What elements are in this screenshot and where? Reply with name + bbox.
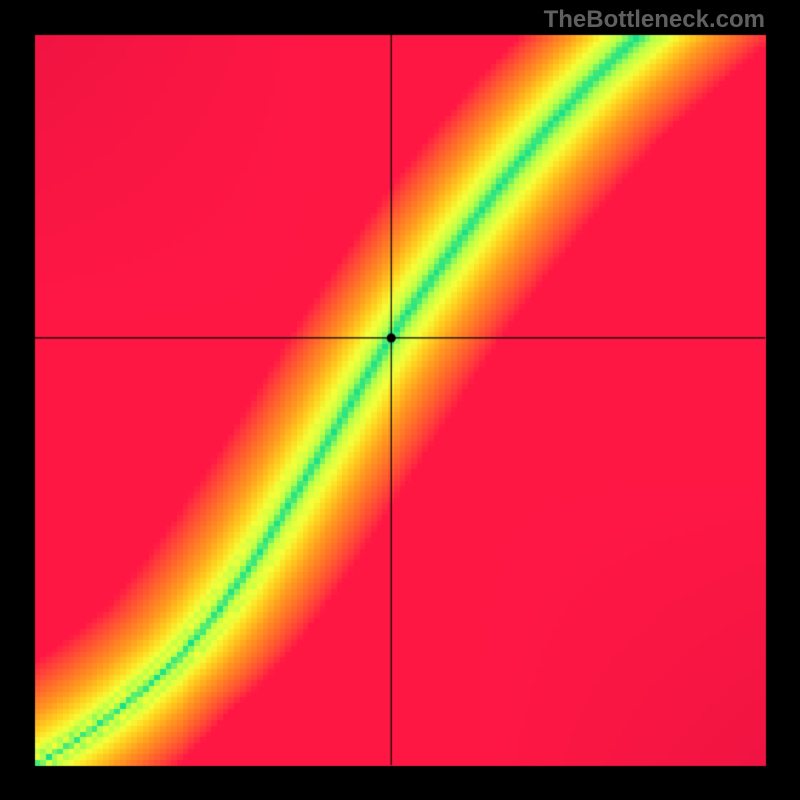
bottleneck-heatmap (0, 0, 800, 800)
chart-container: TheBottleneck.com (0, 0, 800, 800)
watermark-text: TheBottleneck.com (544, 6, 765, 34)
